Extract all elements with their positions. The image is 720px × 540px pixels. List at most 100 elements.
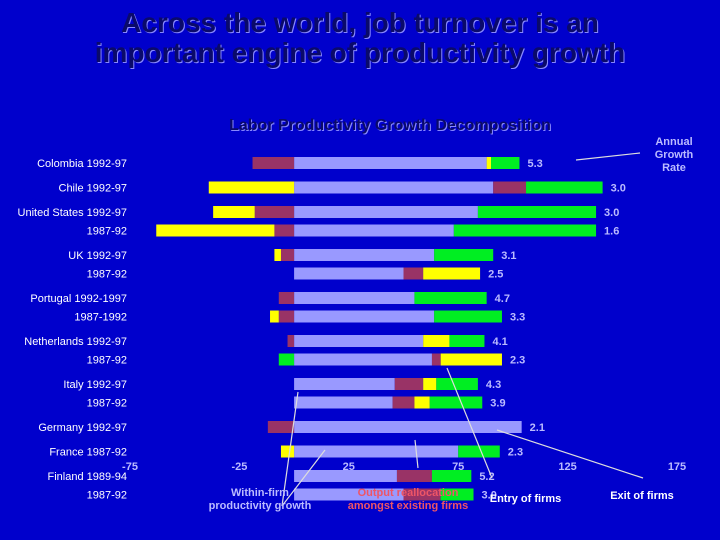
row-sublabel: 1987-92 [87,226,127,238]
bar-realloc [278,292,295,304]
bar-exit [434,249,494,261]
bar-within [294,353,432,366]
bar-within [294,445,459,458]
bar-exit [440,488,474,501]
bar-exit [429,396,483,409]
x-tick-label: 125 [558,461,576,473]
bar-entry [440,353,502,366]
row-label: Chile 1992-97 [59,183,128,195]
bar-realloc [287,335,295,347]
x-tick-label: -25 [231,461,247,473]
bar-within [294,157,487,169]
x-tick-label: 75 [452,461,464,473]
x-axis-ticks: -75 -25 25 75 125 175 [122,461,686,473]
bar-exit [453,224,597,237]
arrow-within-2 [281,449,326,507]
bar-within [294,470,397,482]
bar-within [294,378,395,390]
bar-exit [458,445,500,458]
bar-realloc [274,224,295,237]
bar-realloc [280,249,295,261]
legend-exit: Exit of firms [610,490,674,502]
row-sublabel: 1987-92 [87,398,127,410]
bar-within [294,488,404,501]
row-sublabel: 1987-1992 [74,312,127,324]
bar-exit [434,310,502,323]
x-tick-label: -75 [122,461,138,473]
bar-within [294,267,404,280]
legend-realloc: Output reallocation amongst existing fir… [347,487,469,512]
annotation-arrows [281,152,644,507]
bar-total-label: 4.1 [492,336,507,348]
legend-within: Within-firm productivity growth [208,487,312,512]
bar-total-label: 3.1 [501,250,516,262]
bar-realloc [254,206,295,218]
bar-entry [486,157,492,169]
bar-total-label: 2.1 [530,422,545,434]
row-sublabel: 1987-92 [87,269,127,281]
bar-within [294,335,424,347]
bar-total-label: 1.6 [604,226,619,238]
row-label: United States 1992-97 [18,207,127,219]
bar-total-label: 5.3 [527,158,542,170]
bar-total-label: 2.5 [488,269,503,281]
bar-within [294,310,435,323]
bar-total-label: 3.0 [604,207,619,219]
bar-within [294,249,435,261]
bar-within [294,292,415,304]
bar-realloc [396,470,432,482]
bar-entry [423,267,481,280]
arrow-annual-growth [575,152,641,161]
bar-total-label: 5.2 [479,471,494,483]
bar-exit [526,181,603,194]
bar-entry [274,249,281,261]
bar-within [294,421,522,433]
bars-layer [156,157,603,501]
bar-within [294,181,494,194]
row-sublabel: 1987-92 [87,490,127,502]
bar-total-label: 4.7 [495,293,510,305]
bar-total-label: 2.3 [508,447,523,459]
bar-total-label: 3.9 [490,398,505,410]
legend-entry: Entry of firms [489,493,562,505]
row-label: Italy 1992-97 [63,379,127,391]
row-label: France 1987-92 [49,447,127,459]
slide-title: Across the world, job turnover is an imp… [94,7,626,68]
bar-realloc [431,353,441,366]
totals-layer: 5.33.03.01.63.12.54.73.34.12.34.33.92.12… [479,158,626,502]
arrow-exit [496,429,644,479]
bar-entry [208,181,295,194]
bar-entry [270,310,279,323]
bar-realloc [392,396,415,409]
arrow-realloc [414,439,419,469]
bar-within [294,224,454,237]
bar-entry [414,396,430,409]
bar-entry [423,335,450,347]
chart-subtitle: Labor Productivity Growth Decomposition [229,117,551,134]
bar-realloc [278,310,295,323]
row-labels-layer: Colombia 1992-97 Chile 1992-97 United Stat… [18,158,127,502]
bar-exit [436,378,478,390]
bar-exit [449,335,485,347]
row-label: Colombia 1992-97 [37,158,127,170]
bar-total-label: 3.3 [510,312,525,324]
x-tick-label: 175 [668,461,686,473]
bar-realloc [493,181,527,194]
bar-entry [156,224,275,237]
bar-exit [431,470,472,482]
row-label: Germany 1992-97 [38,422,127,434]
row-label: UK 1992-97 [68,250,127,262]
bar-within [294,396,393,409]
bar-entry [213,206,255,218]
bar-realloc [252,157,295,169]
row-sublabel: 1987-92 [87,355,127,367]
bar-exit [491,157,520,169]
bar-total-label: 3.0 [482,490,497,502]
bar-total-label: 2.3 [510,355,525,367]
bar-exit [278,353,295,366]
bar-total-label: 4.3 [486,379,501,391]
bar-realloc [403,488,441,501]
arrow-entry [446,367,493,479]
bar-realloc [267,421,295,433]
